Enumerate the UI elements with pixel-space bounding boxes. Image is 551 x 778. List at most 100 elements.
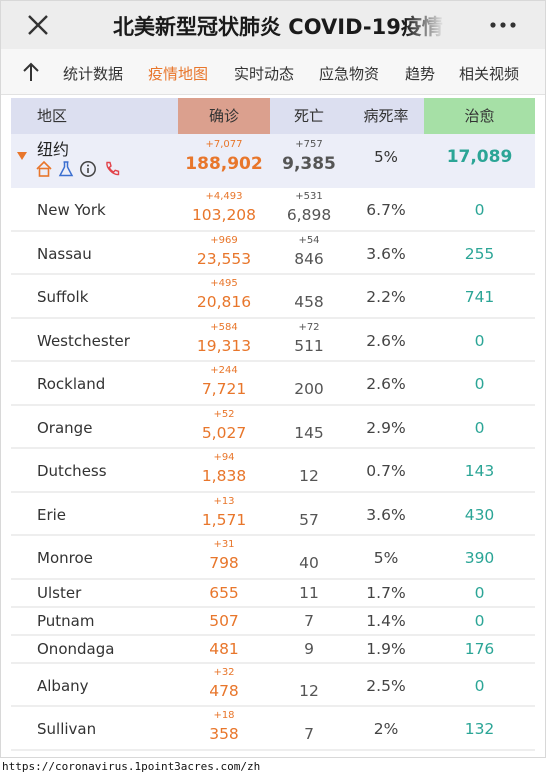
page-title: 北美新型冠状肺炎 COVID-19疫情 (113, 11, 445, 41)
phone-icon[interactable] (103, 160, 121, 178)
fatality-rate-value: 2.5% (366, 676, 406, 695)
close-icon[interactable] (23, 10, 53, 40)
flask-icon[interactable] (57, 160, 75, 178)
tab-epidemic-map[interactable]: 疫情地图 (148, 65, 209, 83)
summary-icon-group (35, 160, 125, 180)
deaths-value: 145 (294, 423, 324, 442)
confirmed-value: 20,816 (196, 293, 252, 311)
fatality-rate-value: 6.7% (366, 201, 406, 219)
deaths-value: 11 (299, 583, 319, 602)
header-recovered[interactable]: 治愈 (424, 98, 535, 134)
header-fatality-rate[interactable]: 病死率 (363, 107, 409, 125)
app-window: 北美新型冠状肺炎 COVID-19疫情 统计数据 疫情地图 实时动态 应急物资 … (0, 0, 546, 758)
confirmed-value: 507 (209, 611, 239, 630)
summary-recovered-value: 17,089 (446, 147, 513, 167)
summary-deaths-delta: +757 (295, 139, 323, 150)
confirmed-value: 655 (209, 583, 239, 602)
tab-realtime-news[interactable]: 实时动态 (234, 65, 295, 83)
more-icon[interactable] (489, 21, 517, 29)
fatality-rate-value: 1.9% (366, 639, 406, 658)
tab-emergency-supplies[interactable]: 应急物资 (319, 65, 380, 83)
confirmed-value: 23,553 (196, 249, 252, 268)
source-url: https://coronavirus.1point3acres.com/zh (2, 760, 261, 773)
county-name: Rockland (37, 375, 106, 393)
table-row[interactable]: Westchester +584 19,313 +72 511 2.6% 0 (11, 318, 535, 362)
county-name: Westchester (37, 331, 130, 350)
county-name: Orange (37, 418, 93, 437)
confirmed-delta: +584 (210, 321, 238, 333)
county-name: Albany (37, 676, 89, 695)
caret-down-icon[interactable] (17, 152, 27, 160)
confirmed-delta: +18 (213, 710, 235, 721)
recovered-value: 0 (474, 611, 485, 630)
summary-fatality-rate: 5% (374, 148, 398, 166)
summary-region-name: 纽约 (37, 140, 70, 159)
fatality-rate-value: 3.6% (366, 505, 406, 524)
deaths-value: 458 (294, 293, 324, 311)
table-row[interactable]: Putnam 507 7 1.4% 0 (11, 607, 535, 636)
header-region[interactable]: 地区 (37, 107, 68, 125)
deaths-value: 511 (294, 336, 324, 355)
recovered-value: 0 (474, 583, 485, 602)
deaths-value: 6,898 (286, 206, 332, 224)
table-row[interactable]: Suffolk +495 20,816 458 2.2% 741 (11, 275, 535, 319)
confirmed-value: 1,838 (201, 467, 247, 485)
county-name: Nassau (37, 244, 92, 263)
confirmed-value: 103,208 (191, 206, 257, 224)
recovered-value: 430 (464, 505, 495, 524)
confirmed-value: 5,027 (201, 423, 247, 442)
arrow-up-icon[interactable] (21, 62, 41, 82)
deaths-value: 7 (304, 611, 314, 630)
county-name: Monroe (37, 549, 93, 567)
table-row[interactable]: Orange +52 5,027 145 2.9% 0 (11, 405, 535, 449)
fatality-rate-value: 1.4% (366, 611, 406, 630)
tab-statistics[interactable]: 统计数据 (63, 65, 124, 83)
home-icon[interactable] (35, 160, 53, 178)
info-icon[interactable] (79, 160, 97, 178)
fatality-rate-value: 2% (373, 720, 399, 738)
fatality-rate-value: 3.6% (366, 244, 406, 263)
deaths-value: 7 (304, 725, 314, 743)
summary-confirmed-value: 188,902 (185, 154, 263, 174)
confirmed-delta: +31 (213, 539, 235, 550)
table-header: 地区 确诊 死亡 病死率 治愈 (11, 98, 535, 134)
county-name: Sullivan (37, 720, 97, 738)
confirmed-value: 481 (209, 639, 239, 658)
fatality-rate-value: 2.6% (366, 331, 406, 350)
table-row[interactable]: Monroe +31 798 40 5% 390 (11, 536, 535, 580)
county-name: Suffolk (37, 288, 89, 306)
table-row[interactable]: Albany +32 478 12 2.5% 0 (11, 663, 535, 707)
tab-related-videos[interactable]: 相关视频 (459, 65, 520, 83)
header-deaths[interactable]: 死亡 (293, 107, 324, 125)
header-confirmed[interactable]: 确诊 (178, 98, 270, 134)
summary-confirmed-delta: +7,077 (205, 139, 243, 150)
fatality-rate-value: 2.2% (366, 288, 406, 306)
table-row[interactable]: Sullivan +18 358 7 2% 132 (11, 707, 535, 751)
table-row[interactable]: Ulster 655 11 1.7% 0 (11, 579, 535, 608)
recovered-value: 132 (464, 720, 495, 738)
confirmed-value: 7,721 (201, 380, 247, 398)
county-name: Onondaga (37, 639, 115, 658)
fatality-rate-value: 5% (373, 549, 399, 567)
fatality-rate-value: 1.7% (366, 583, 406, 602)
state-summary-row[interactable]: 纽约 +7,077 188,902 +757 9,385 5% 17,089 (11, 134, 535, 188)
county-name: Putnam (37, 611, 95, 630)
table-row[interactable]: Erie +13 1,571 57 3.6% 430 (11, 492, 535, 536)
table-row[interactable]: Dutchess +94 1,838 12 0.7% 143 (11, 449, 535, 493)
confirmed-delta: +244 (210, 365, 238, 376)
county-name: New York (37, 201, 106, 219)
confirmed-value: 1,571 (201, 510, 247, 529)
fatality-rate-value: 0.7% (366, 462, 406, 480)
confirmed-delta: +52 (213, 408, 235, 420)
table-row[interactable]: Onondaga 481 9 1.9% 176 (11, 635, 535, 664)
confirmed-delta: +13 (213, 495, 235, 507)
table-row[interactable]: Nassau +969 23,553 +54 846 3.6% 255 (11, 231, 535, 275)
table-row[interactable]: Rockland +244 7,721 200 2.6% 0 (11, 362, 535, 406)
table-row[interactable]: New York +4,493 103,208 +531 6,898 6.7% 0 (11, 188, 535, 232)
recovered-value: 741 (464, 288, 495, 306)
deaths-delta: +531 (295, 191, 323, 202)
title-bar: 北美新型冠状肺炎 COVID-19疫情 (1, 1, 545, 49)
confirmed-value: 478 (209, 681, 239, 700)
recovered-value: 0 (474, 418, 485, 437)
tab-trends[interactable]: 趋势 (405, 65, 436, 83)
